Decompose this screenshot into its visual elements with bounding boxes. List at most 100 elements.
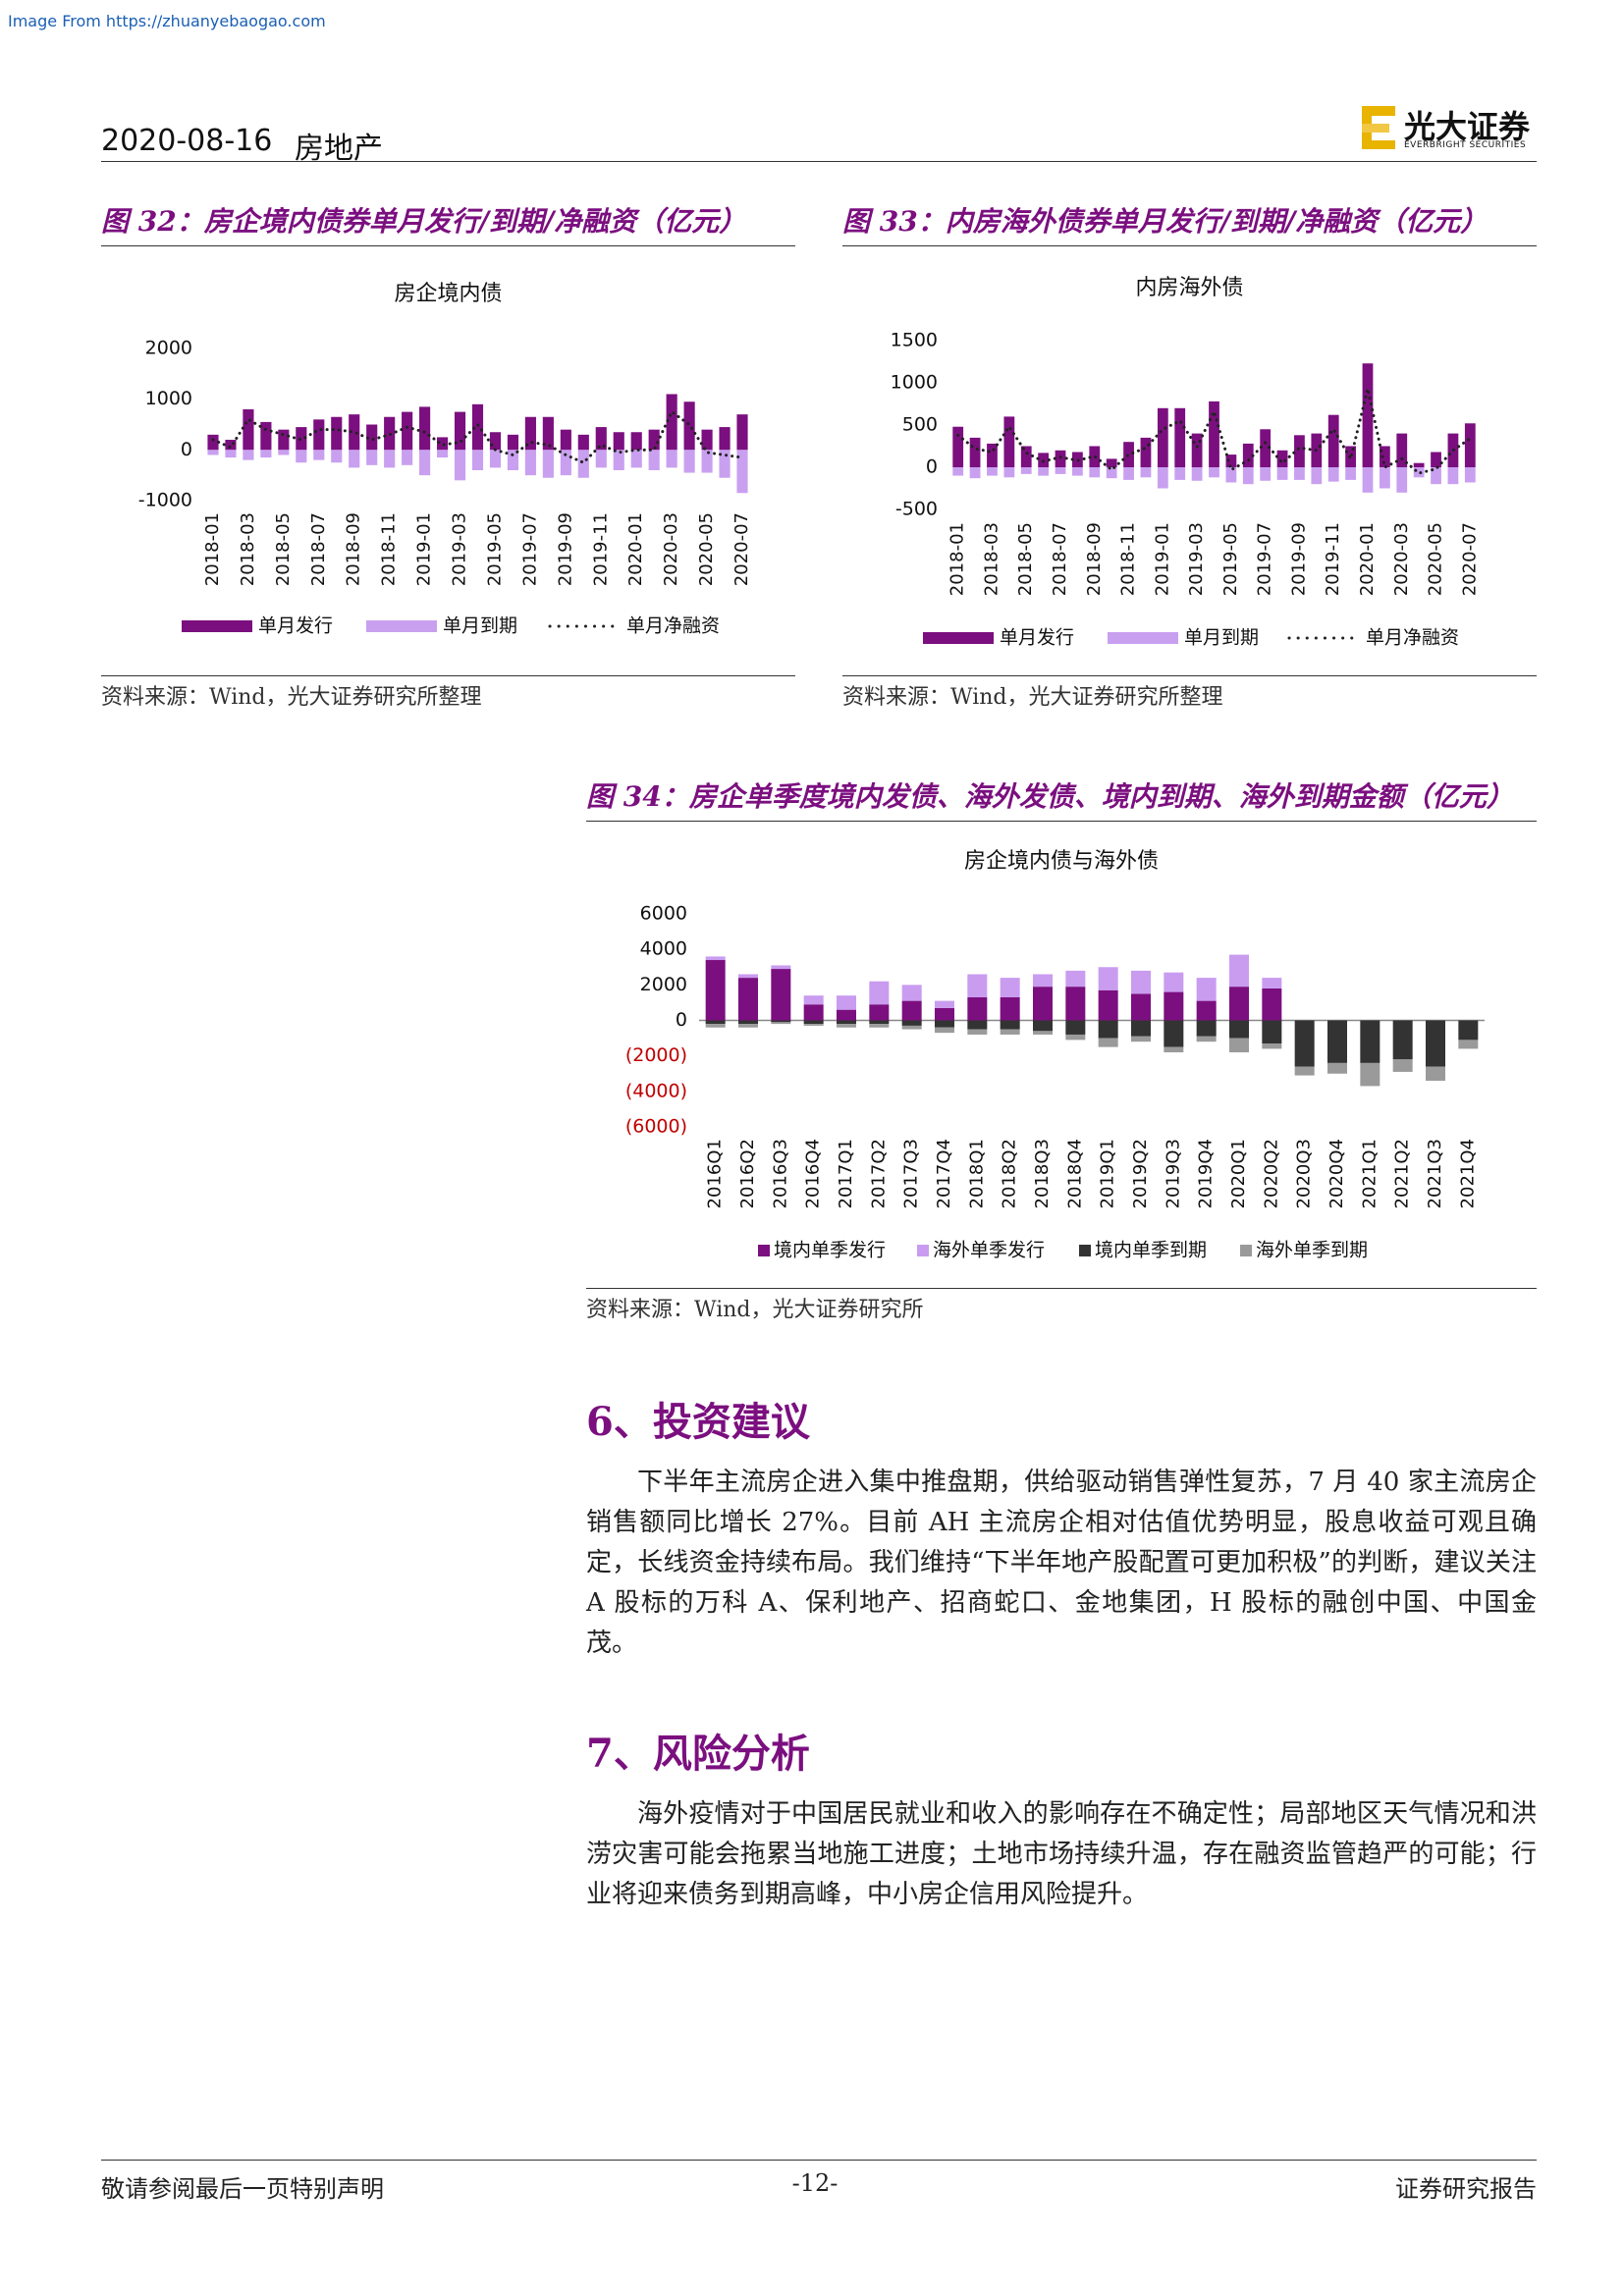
x-tick-label: 2019-11 [1323, 522, 1343, 596]
bar [260, 450, 272, 458]
bar-segment [837, 1020, 856, 1025]
legend-label: 单月到期 [1184, 627, 1259, 649]
bar [560, 450, 571, 476]
bar-segment [1033, 987, 1053, 1021]
bar-segment [1131, 993, 1151, 1021]
bar [225, 440, 237, 451]
bar [1140, 437, 1152, 467]
bar [1362, 363, 1374, 467]
bar [1157, 407, 1168, 467]
bar [648, 429, 660, 451]
bar [507, 434, 519, 451]
bar-segment [901, 1000, 922, 1021]
chart-title: 内房海外债 [1135, 276, 1243, 300]
bar [1464, 423, 1476, 467]
x-tick-label: 2018-11 [379, 512, 400, 586]
legend-label: 单月到期 [443, 615, 517, 637]
bar [1242, 467, 1254, 485]
bar-segment [1196, 1020, 1217, 1037]
y-tick-label: 6000 [640, 903, 687, 925]
bar [225, 450, 237, 458]
y-tick-label: 4000 [640, 938, 687, 960]
bar [1123, 467, 1134, 480]
x-tick-label: 2020Q4 [1326, 1139, 1347, 1208]
bar-segment [1262, 1043, 1282, 1049]
bar-segment [869, 1020, 890, 1025]
caption-rule [101, 245, 795, 246]
chart: 房企境内债 -1000 0 1000 2000 2018-01 2018-03 2018-05… [138, 282, 752, 637]
bar-segment [1196, 1000, 1217, 1021]
bar [436, 450, 449, 458]
x-tick-label: 2019-03 [450, 512, 470, 586]
source-banner: Image From https://zhuanyebaogao.com [8, 12, 326, 30]
bar [1294, 435, 1305, 467]
bar [987, 443, 998, 467]
bar [1072, 467, 1083, 476]
net-line [956, 388, 1472, 475]
bar-segment [1229, 954, 1249, 988]
bar [1020, 446, 1032, 467]
x-tick-label: 2016Q3 [770, 1139, 790, 1208]
x-tick-label: 2019Q3 [1163, 1139, 1183, 1208]
bar-segment [1229, 1020, 1249, 1039]
bar [683, 450, 695, 473]
bar [701, 429, 713, 451]
section-body: 下半年主流房企进入集中推盘期，供给驱动销售弹性复苏，7 月 40 家主流房企销售… [586, 1468, 1537, 1658]
bar-segment [967, 1029, 988, 1035]
bar [1174, 467, 1186, 480]
bar-segment [1098, 1038, 1118, 1047]
bar [454, 411, 466, 451]
legend-label: 单月发行 [1000, 627, 1074, 649]
y-tick-label: 2000 [145, 338, 192, 359]
y-tick-label: (6000) [625, 1116, 687, 1138]
x-tick-label: 2020Q3 [1294, 1139, 1315, 1208]
x-tick-label: 2020-05 [1426, 522, 1446, 596]
bar [577, 450, 589, 478]
x-tick-label: 2018-09 [1084, 522, 1105, 596]
bar [454, 450, 466, 481]
bar-segment [1065, 987, 1086, 1021]
bar-segment [1164, 1020, 1184, 1047]
logo-text: 光大证券 [1404, 108, 1531, 145]
bar [1431, 467, 1441, 485]
bar-segment [1327, 1062, 1347, 1074]
legend-label: 海外单季到期 [1256, 1240, 1368, 1261]
y-tick-label: 2000 [640, 974, 687, 995]
legend-swatch [366, 620, 437, 632]
y-tick-label: 1000 [145, 388, 192, 409]
bar [1209, 467, 1219, 478]
bar-segment [837, 995, 856, 1010]
bar [524, 416, 536, 451]
bar [613, 450, 624, 470]
x-tick-label: 2021Q2 [1392, 1139, 1413, 1208]
chart-title: 房企境内债与海外债 [964, 849, 1159, 874]
bar [1089, 467, 1101, 478]
bar-segment [803, 1020, 824, 1025]
bar [349, 450, 360, 468]
bar-segment [1000, 978, 1020, 997]
bar-segment [771, 969, 791, 1021]
x-tick-label: 2017Q3 [901, 1139, 922, 1208]
bar [1276, 450, 1288, 467]
bar [1191, 467, 1203, 481]
bar-segment [1098, 1020, 1118, 1039]
bar-segment [803, 1004, 824, 1021]
bar [436, 437, 449, 451]
bar [1055, 450, 1066, 467]
legend-label: 境内单季发行 [774, 1240, 886, 1261]
bar-segment [738, 974, 758, 979]
legend-swatch [923, 632, 994, 644]
bar [1191, 433, 1203, 467]
bar [560, 429, 571, 451]
x-tick-label: 2020-05 [696, 512, 717, 586]
bar [1225, 467, 1237, 483]
x-tick-label: 2019-05 [1220, 522, 1241, 596]
bar-segment [1000, 1029, 1020, 1035]
bar [313, 450, 325, 460]
x-tick-label: 2020-07 [1459, 522, 1480, 596]
bar-segment [1392, 1020, 1413, 1060]
bar-segment [1065, 970, 1086, 988]
bar [701, 450, 713, 473]
bar [1003, 416, 1015, 467]
bar-segment [1458, 1040, 1479, 1049]
